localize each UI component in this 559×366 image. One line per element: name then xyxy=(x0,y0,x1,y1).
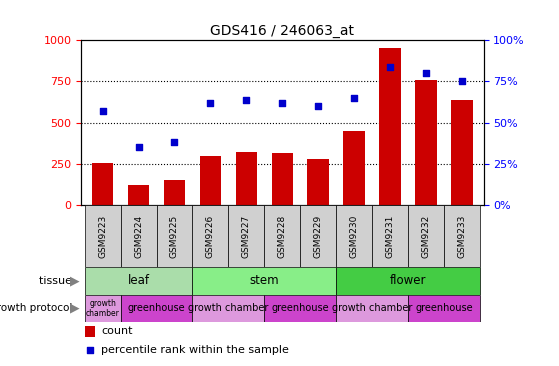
Bar xyxy=(408,295,480,322)
Bar xyxy=(336,205,372,267)
Bar xyxy=(157,205,192,267)
Bar xyxy=(192,295,264,322)
Point xyxy=(457,79,466,85)
Bar xyxy=(343,131,365,205)
Text: count: count xyxy=(101,326,132,336)
Text: percentile rank within the sample: percentile rank within the sample xyxy=(101,344,289,355)
Text: greenhouse: greenhouse xyxy=(127,303,186,313)
Bar xyxy=(272,153,293,205)
Bar xyxy=(84,267,192,295)
Bar xyxy=(264,295,336,322)
Text: growth
chamber: growth chamber xyxy=(86,299,120,318)
Point xyxy=(86,347,95,352)
Bar xyxy=(92,163,113,205)
Bar xyxy=(84,205,121,267)
Text: GSM9229: GSM9229 xyxy=(314,214,323,258)
Text: GSM9225: GSM9225 xyxy=(170,214,179,258)
Bar xyxy=(192,267,336,295)
Point xyxy=(386,64,395,70)
Bar xyxy=(235,152,257,205)
Point xyxy=(421,70,430,76)
Text: GSM9231: GSM9231 xyxy=(386,214,395,258)
Bar xyxy=(336,267,480,295)
Bar xyxy=(444,205,480,267)
Point xyxy=(242,97,251,102)
Text: ▶: ▶ xyxy=(70,274,79,287)
Bar xyxy=(84,295,121,322)
Bar xyxy=(200,156,221,205)
Point xyxy=(98,108,107,114)
Text: tissue: tissue xyxy=(39,276,75,286)
Point xyxy=(170,139,179,145)
Point xyxy=(314,103,323,109)
Bar xyxy=(300,205,336,267)
Bar xyxy=(121,205,157,267)
Text: growth chamber: growth chamber xyxy=(332,303,413,313)
Bar xyxy=(229,205,264,267)
Bar xyxy=(121,295,192,322)
Text: greenhouse: greenhouse xyxy=(272,303,329,313)
Bar xyxy=(408,205,444,267)
Text: GSM9226: GSM9226 xyxy=(206,214,215,258)
Bar xyxy=(192,205,229,267)
Text: GSM9223: GSM9223 xyxy=(98,214,107,258)
Point xyxy=(206,100,215,106)
Text: flower: flower xyxy=(390,274,427,287)
Text: GSM9233: GSM9233 xyxy=(457,214,466,258)
Text: stem: stem xyxy=(249,274,279,287)
Bar xyxy=(85,326,95,337)
Bar xyxy=(164,180,185,205)
Bar xyxy=(264,205,300,267)
Bar xyxy=(336,295,408,322)
Bar xyxy=(415,80,437,205)
Text: GSM9228: GSM9228 xyxy=(278,214,287,258)
Point xyxy=(278,100,287,106)
Bar xyxy=(451,100,473,205)
Bar xyxy=(372,205,408,267)
Point xyxy=(350,95,359,101)
Text: GSM9224: GSM9224 xyxy=(134,214,143,258)
Point xyxy=(134,144,143,150)
Text: ▶: ▶ xyxy=(70,302,79,315)
Text: leaf: leaf xyxy=(127,274,150,287)
Text: greenhouse: greenhouse xyxy=(415,303,473,313)
Text: GSM9232: GSM9232 xyxy=(421,214,430,258)
Text: GSM9227: GSM9227 xyxy=(242,214,251,258)
Bar xyxy=(128,185,149,205)
Text: growth protocol: growth protocol xyxy=(0,303,75,313)
Bar xyxy=(380,49,401,205)
Text: GSM9230: GSM9230 xyxy=(350,214,359,258)
Bar xyxy=(307,159,329,205)
Text: growth chamber: growth chamber xyxy=(188,303,268,313)
Title: GDS416 / 246063_at: GDS416 / 246063_at xyxy=(210,24,354,38)
